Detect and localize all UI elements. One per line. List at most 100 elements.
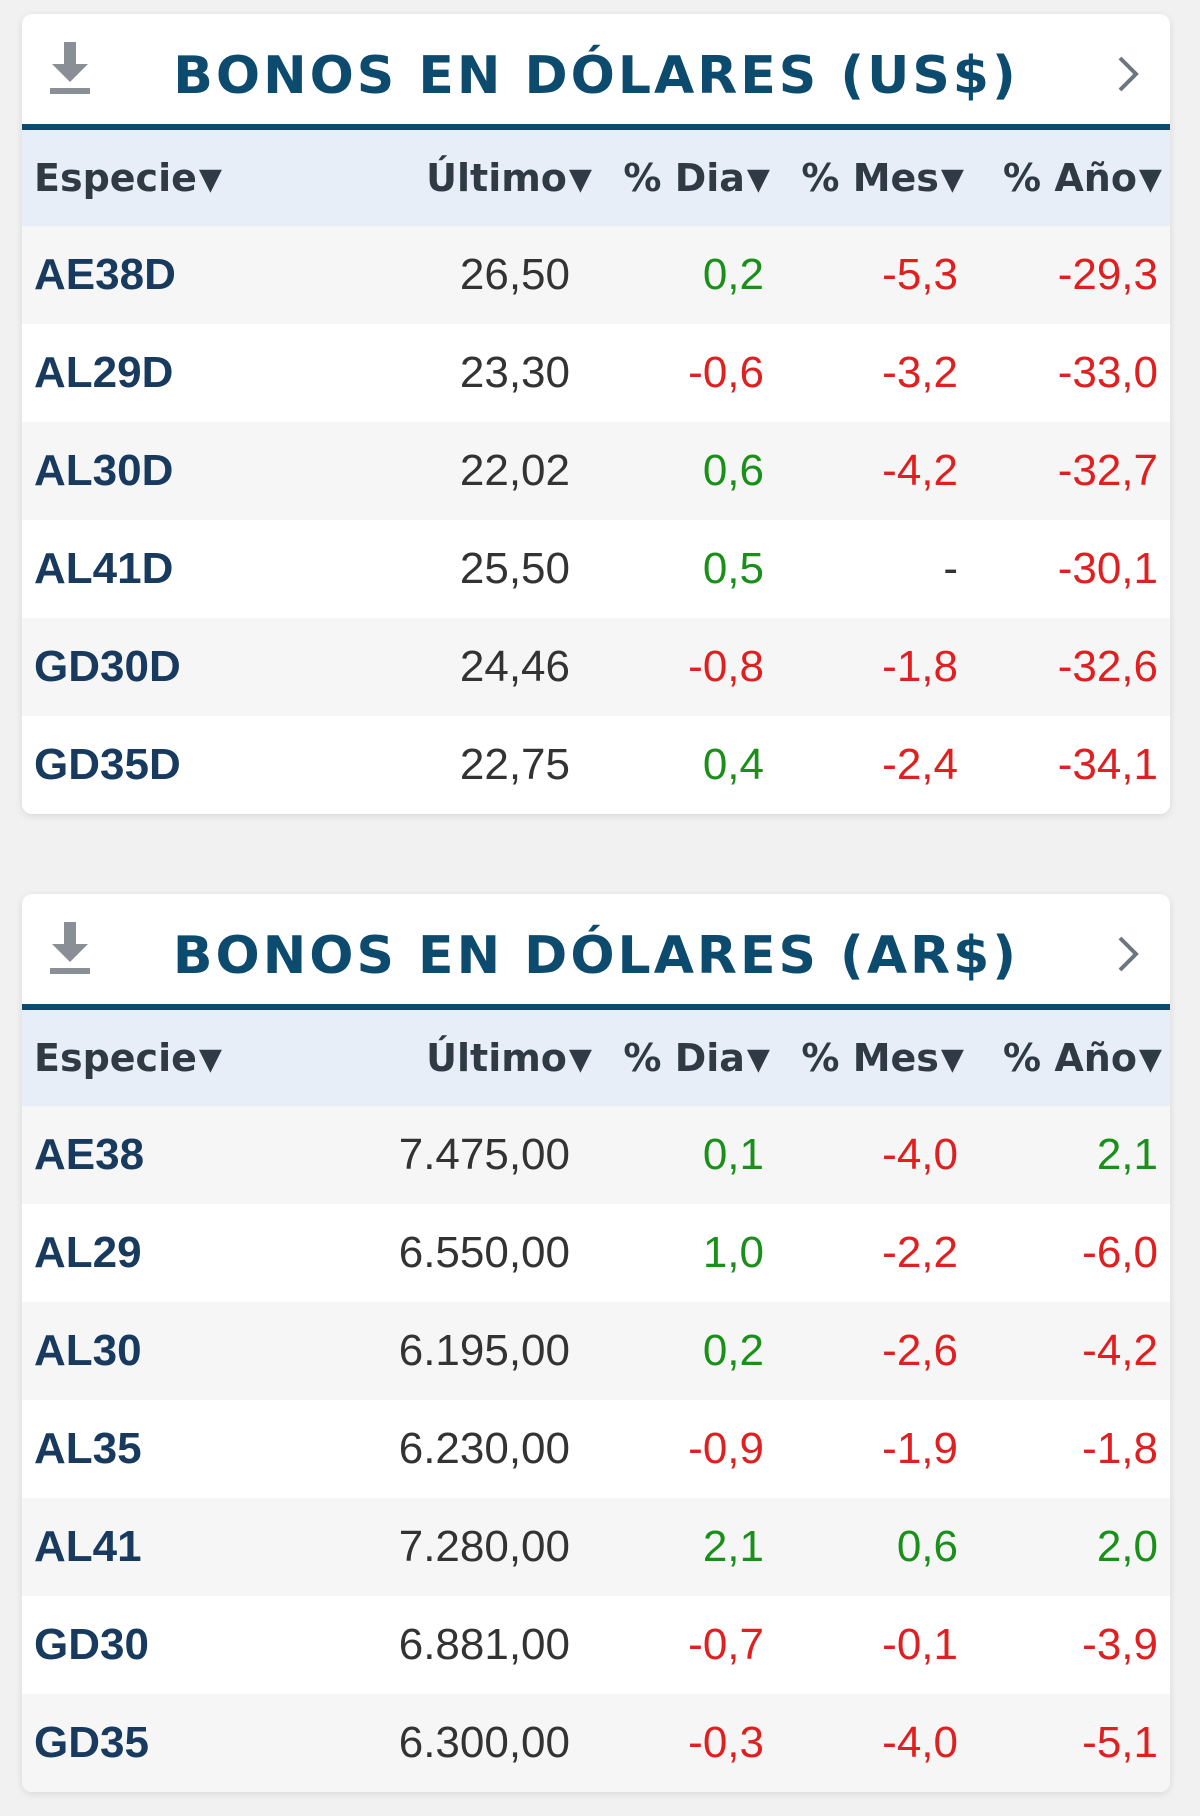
cell-anio: -30,1 [1057, 544, 1158, 593]
sort-arrow-icon: ▼ [1138, 1042, 1162, 1077]
cell-anio: -29,3 [1057, 250, 1158, 299]
panel-header: BONOS EN DÓLARES (AR$) [22, 894, 1170, 1010]
column-header-mes[interactable]: % Mes▼ [770, 130, 964, 226]
sort-arrow-icon: ▼ [568, 1042, 592, 1077]
cell-mes: 0,6 [896, 1522, 958, 1571]
cell-dia: 0,2 [702, 1326, 764, 1375]
table-row: AL41 7.280,00 2,1 0,6 2,0 [22, 1498, 1170, 1596]
cell-especie[interactable]: AL29D [34, 348, 174, 397]
column-header-anio[interactable]: % Año▼ [964, 1010, 1170, 1106]
cell-mes: -2,2 [882, 1228, 958, 1277]
cell-ultimo: 7.280,00 [398, 1522, 570, 1571]
cell-dia: -0,8 [688, 642, 764, 691]
cell-ultimo: 7.475,00 [398, 1130, 570, 1179]
table-row: AE38 7.475,00 0,1 -4,0 2,1 [22, 1106, 1170, 1204]
column-label: Último [426, 1036, 567, 1080]
column-label: % Año [1003, 1036, 1137, 1080]
table-header-row: Especie▼ Último▼ % Dia▼ % Mes▼ % Año▼ [22, 130, 1170, 226]
column-header-ultimo[interactable]: Último▼ [322, 1010, 592, 1106]
cell-especie[interactable]: AL30 [34, 1326, 142, 1375]
cell-anio: -32,7 [1057, 446, 1158, 495]
cell-ultimo: 26,50 [459, 250, 570, 299]
sort-arrow-icon: ▼ [568, 162, 592, 197]
cell-dia: 0,1 [702, 1130, 764, 1179]
cell-mes: -1,9 [882, 1424, 958, 1473]
sort-arrow-icon: ▼ [198, 1042, 222, 1077]
cell-especie[interactable]: AE38 [34, 1130, 145, 1179]
cell-especie[interactable]: AL29 [34, 1228, 142, 1277]
panel-header: BONOS EN DÓLARES (US$) [22, 14, 1170, 130]
cell-dia: 0,6 [702, 446, 764, 495]
cell-especie[interactable]: AL30D [34, 446, 174, 495]
cell-anio: -32,6 [1057, 642, 1158, 691]
cell-dia: 0,4 [702, 740, 764, 789]
sort-arrow-icon: ▼ [198, 162, 222, 197]
cell-ultimo: 6.300,00 [398, 1718, 570, 1767]
cell-ultimo: 22,75 [459, 740, 570, 789]
cell-anio: -6,0 [1082, 1228, 1158, 1277]
column-header-dia[interactable]: % Dia▼ [592, 1010, 770, 1106]
table-row: AL30D 22,02 0,6 -4,2 -32,7 [22, 422, 1170, 520]
chevron-right-icon[interactable] [1114, 932, 1142, 976]
cell-ultimo: 23,30 [459, 348, 570, 397]
table-row: AE38D 26,50 0,2 -5,3 -29,3 [22, 226, 1170, 324]
download-icon[interactable] [46, 40, 94, 96]
panel-title: BONOS EN DÓLARES (AR$) [172, 926, 1020, 986]
cell-anio: -4,2 [1082, 1326, 1158, 1375]
column-label: Último [426, 156, 567, 200]
column-label: % Mes [801, 1036, 939, 1080]
cell-mes: -4,0 [882, 1130, 958, 1179]
table-row: GD30D 24,46 -0,8 -1,8 -32,6 [22, 618, 1170, 716]
table-row: GD35 6.300,00 -0,3 -4,0 -5,1 [22, 1694, 1170, 1792]
sort-arrow-icon: ▼ [746, 162, 770, 197]
column-header-mes[interactable]: % Mes▼ [770, 1010, 964, 1106]
cell-dia: 0,2 [702, 250, 764, 299]
column-header-ultimo[interactable]: Último▼ [322, 130, 592, 226]
cell-ultimo: 6.881,00 [398, 1620, 570, 1669]
cell-especie[interactable]: GD30 [34, 1620, 149, 1669]
chevron-right-icon[interactable] [1114, 52, 1142, 96]
cell-mes: -4,2 [882, 446, 958, 495]
bond-panel-usd: BONOS EN DÓLARES (US$) Especie▼ Último▼ … [22, 14, 1170, 814]
column-header-anio[interactable]: % Año▼ [964, 130, 1170, 226]
cell-dia: -0,9 [688, 1424, 764, 1473]
cell-dia: 0,5 [702, 544, 764, 593]
column-header-especie[interactable]: Especie▼ [22, 1010, 322, 1106]
cell-especie[interactable]: AE38D [34, 250, 176, 299]
table-row: GD35D 22,75 0,4 -2,4 -34,1 [22, 716, 1170, 814]
cell-anio: 2,1 [1096, 1130, 1158, 1179]
cell-mes: -0,1 [882, 1620, 958, 1669]
cell-especie[interactable]: AL35 [34, 1424, 142, 1473]
cell-ultimo: 6.195,00 [398, 1326, 570, 1375]
download-icon[interactable] [46, 920, 94, 976]
table-row: AL29D 23,30 -0,6 -3,2 -33,0 [22, 324, 1170, 422]
cell-mes: -2,4 [882, 740, 958, 789]
cell-dia: -0,3 [688, 1718, 764, 1767]
table-row: AL41D 25,50 0,5 - -30,1 [22, 520, 1170, 618]
column-header-especie[interactable]: Especie▼ [22, 130, 322, 226]
cell-anio: -1,8 [1082, 1424, 1158, 1473]
cell-dia: 2,1 [702, 1522, 764, 1571]
cell-dia: 1,0 [702, 1228, 764, 1277]
cell-mes: -2,6 [882, 1326, 958, 1375]
cell-especie[interactable]: AL41D [34, 544, 174, 593]
cell-ultimo: 22,02 [459, 446, 570, 495]
table-row: AL30 6.195,00 0,2 -2,6 -4,2 [22, 1302, 1170, 1400]
cell-anio: -3,9 [1082, 1620, 1158, 1669]
column-header-dia[interactable]: % Dia▼ [592, 130, 770, 226]
bonds-table: Especie▼ Último▼ % Dia▼ % Mes▼ % Año▼ AE… [22, 1010, 1170, 1792]
table-row: GD30 6.881,00 -0,7 -0,1 -3,9 [22, 1596, 1170, 1694]
table-header-row: Especie▼ Último▼ % Dia▼ % Mes▼ % Año▼ [22, 1010, 1170, 1106]
column-label: Especie [34, 1036, 197, 1080]
column-label: % Año [1003, 156, 1137, 200]
cell-mes: - [943, 544, 958, 593]
cell-especie[interactable]: AL41 [34, 1522, 142, 1571]
bond-panel-ars: BONOS EN DÓLARES (AR$) Especie▼ Último▼ … [22, 894, 1170, 1792]
bonds-table: Especie▼ Último▼ % Dia▼ % Mes▼ % Año▼ AE… [22, 130, 1170, 814]
cell-ultimo: 6.230,00 [398, 1424, 570, 1473]
cell-especie[interactable]: GD30D [34, 642, 181, 691]
cell-mes: -5,3 [882, 250, 958, 299]
cell-especie[interactable]: GD35D [34, 740, 181, 789]
cell-especie[interactable]: GD35 [34, 1718, 149, 1767]
cell-mes: -3,2 [882, 348, 958, 397]
